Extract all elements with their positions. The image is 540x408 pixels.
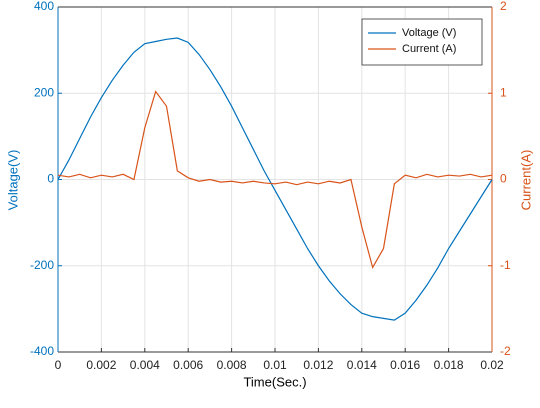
y-tick-label: 400 <box>34 0 54 13</box>
x-tick-label: 0 <box>55 358 62 372</box>
x-tick-label: 0.014 <box>347 358 377 372</box>
y2-tick-label: 2 <box>500 0 507 13</box>
y-tick-label: 200 <box>34 85 54 99</box>
legend-label: Current (A) <box>402 43 456 55</box>
y2-tick-label: -1 <box>500 258 511 272</box>
y-axis-label: Voltage(V) <box>5 150 20 211</box>
y2-tick-label: 0 <box>500 172 507 186</box>
y-tick-label: -400 <box>30 344 54 358</box>
x-tick-label: 0.016 <box>390 358 420 372</box>
legend-label: Voltage (V) <box>402 27 456 39</box>
y2-tick-label: -2 <box>500 344 511 358</box>
legend-box <box>361 18 483 66</box>
x-tick-label: 0.02 <box>480 358 504 372</box>
x-tick-label: 0.006 <box>173 358 203 372</box>
series-line <box>57 37 493 321</box>
legend: Voltage (V) Current (A) <box>361 18 483 66</box>
series-line <box>57 90 493 270</box>
y-tick-label: -200 <box>30 258 54 272</box>
x-tick-label: 0.004 <box>130 358 160 372</box>
y2-axis-label: Current(A) <box>518 150 533 211</box>
x-tick-label: 0.018 <box>434 358 464 372</box>
y-tick-label: 0 <box>47 172 54 186</box>
x-tick-label: 0.012 <box>303 358 333 372</box>
x-tick-label: 0.002 <box>86 358 116 372</box>
x-tick-label: 0.01 <box>263 358 287 372</box>
x-tick-label: 0.008 <box>217 358 247 372</box>
x-axis-label: Time(Sec.) <box>243 374 306 389</box>
y2-tick-label: 1 <box>500 85 507 99</box>
